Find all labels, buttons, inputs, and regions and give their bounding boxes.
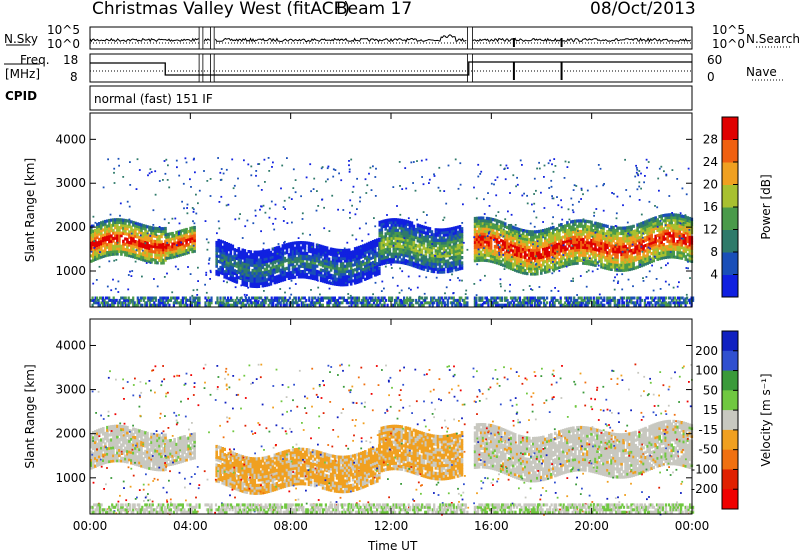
x-tick-label: 20:00 — [574, 519, 609, 533]
power-colorbar-swatch — [722, 184, 738, 208]
freq-panel — [89, 53, 693, 83]
velocity-colorbar-frame — [721, 330, 739, 510]
velocity-ytick-label: 3000 — [55, 383, 86, 397]
power-heatmap — [90, 157, 695, 309]
power-colorbar-label: 24 — [703, 155, 718, 169]
beam-label: Beam 17 — [336, 0, 413, 19]
freq-label: Freq. — [20, 53, 50, 67]
velocity-colorbar-label: 200 — [695, 344, 718, 358]
velocity-ytick-label: 1000 — [55, 471, 86, 485]
nave-tick-top: 60 — [707, 53, 723, 67]
velocity-ylabel: Slant Range [km] — [23, 364, 37, 468]
power-frame — [89, 112, 693, 308]
nsearch-label: N.Search — [746, 32, 800, 46]
power-colorbar-swatch — [722, 229, 738, 253]
nsky-label: N.Sky — [4, 32, 39, 46]
velocity-heatmap — [90, 363, 695, 516]
velocity-colorbar-label: 50 — [703, 383, 718, 397]
velocity-colorbar-label: 100 — [695, 364, 718, 378]
x-tick-label: 04:00 — [173, 519, 208, 533]
velocity-colorbar-swatch — [722, 331, 738, 352]
nsky-gap-1 — [209, 26, 215, 50]
power-colorbar-swatch — [722, 274, 738, 298]
nave-tick-bottom: 0 — [707, 70, 715, 84]
nsky-gap-0 — [198, 26, 204, 50]
power-colorbar-label: 16 — [703, 200, 718, 214]
power-ytick-label: 4000 — [55, 132, 86, 146]
freq-gap-2 — [467, 53, 473, 83]
cpid-value: normal (fast) 151 IF — [94, 92, 213, 106]
power-ylabel: Slant Range [km] — [23, 158, 37, 262]
freq-line — [90, 61, 692, 76]
nsky-tick-top: 10^5 — [47, 23, 80, 37]
power-colorbar-title: Power [dB] — [759, 174, 773, 239]
power-colorbar-label: 12 — [703, 223, 718, 237]
power-colorbar-swatch — [722, 252, 738, 275]
freq-tick-bottom: 8 — [70, 70, 78, 84]
velocity-colorbar-title: Velocity [m s⁻¹] — [759, 373, 773, 466]
velocity-colorbar-label: -50 — [698, 443, 718, 457]
power-colorbar-swatch — [722, 117, 738, 140]
power-colorbar-label: 20 — [703, 178, 718, 192]
power-colorbar-swatch — [722, 162, 738, 185]
cpid-label: CPID — [5, 89, 38, 103]
power-colorbar-swatch — [722, 139, 738, 163]
power-ytick-label: 3000 — [55, 176, 86, 190]
velocity-colorbar-label: -200 — [691, 482, 718, 496]
freq-gap-1 — [209, 53, 215, 83]
velocity-colorbar-swatch — [722, 370, 738, 391]
x-tick-label: 00:00 — [73, 519, 108, 533]
power-colorbar-label: 4 — [710, 268, 718, 282]
power-ytick-label: 2000 — [55, 220, 86, 234]
nsearch-tick-bottom: 10^0 — [712, 37, 745, 51]
cpid-panel — [89, 85, 693, 111]
nsky-gap-2 — [467, 26, 473, 50]
velocity-colorbar-label: 15 — [703, 403, 718, 417]
velocity-colorbar-swatch — [722, 449, 738, 470]
velocity-colorbar-swatch — [722, 469, 738, 490]
velocity-ytick-label: 4000 — [55, 338, 86, 352]
power-ytick-label: 1000 — [55, 264, 86, 278]
station-title: Christmas Valley West (fitACF) — [92, 0, 351, 19]
date-label: 08/Oct/2013 — [590, 0, 696, 19]
power-colorbar-label: 28 — [703, 133, 718, 147]
freq-unit-label: [MHz] — [5, 67, 41, 81]
nsky-tick-bottom: 10^0 — [47, 37, 80, 51]
x-tick-label: 08:00 — [273, 519, 308, 533]
velocity-colorbar-swatch — [722, 350, 738, 372]
velocity-ytick-label: 2000 — [55, 427, 86, 441]
x-axis-title: Time UT — [368, 539, 418, 553]
velocity-colorbar-swatch — [722, 390, 738, 411]
velocity-colorbar-swatch — [722, 429, 738, 451]
velocity-colorbar-swatch — [722, 489, 738, 510]
nsearch-tick-top: 10^5 — [712, 23, 745, 37]
x-tick-label: 00:00 — [675, 519, 710, 533]
power-colorbar-label: 8 — [710, 245, 718, 259]
velocity-colorbar-swatch — [722, 410, 738, 431]
freq-tick-top: 18 — [63, 53, 79, 67]
power-colorbar-swatch — [722, 207, 738, 230]
velocity-colorbar-label: -100 — [691, 462, 718, 476]
x-tick-label: 16:00 — [474, 519, 509, 533]
velocity-colorbar-label: -15 — [698, 423, 718, 437]
velocity-frame — [89, 318, 693, 515]
freq-gap-0 — [198, 53, 204, 83]
x-tick-label: 12:00 — [374, 519, 409, 533]
nsky-line — [89, 34, 692, 43]
nsky-panel — [89, 26, 693, 50]
nave-label: Nave — [746, 65, 777, 79]
